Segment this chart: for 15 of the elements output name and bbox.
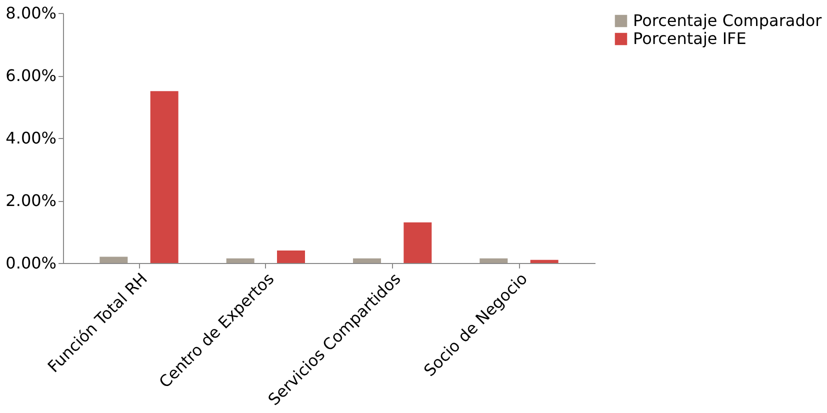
bar xyxy=(480,258,508,263)
bar xyxy=(100,256,128,263)
legend-label: Porcentaje IFE xyxy=(633,29,746,48)
y-tick-label: 4.00% xyxy=(6,128,56,148)
bar xyxy=(277,250,305,263)
legend-label: Porcentaje Comparador xyxy=(633,11,822,30)
bar xyxy=(530,260,558,263)
bar xyxy=(353,258,381,263)
bar xyxy=(404,222,432,263)
bar xyxy=(150,91,178,263)
bar xyxy=(226,258,254,263)
y-tick-label: 2.00% xyxy=(6,191,56,210)
y-tick-label: 8.00% xyxy=(6,4,56,22)
y-tick-label: 0.00% xyxy=(6,254,56,272)
y-tick-label: 6.00% xyxy=(6,66,56,85)
